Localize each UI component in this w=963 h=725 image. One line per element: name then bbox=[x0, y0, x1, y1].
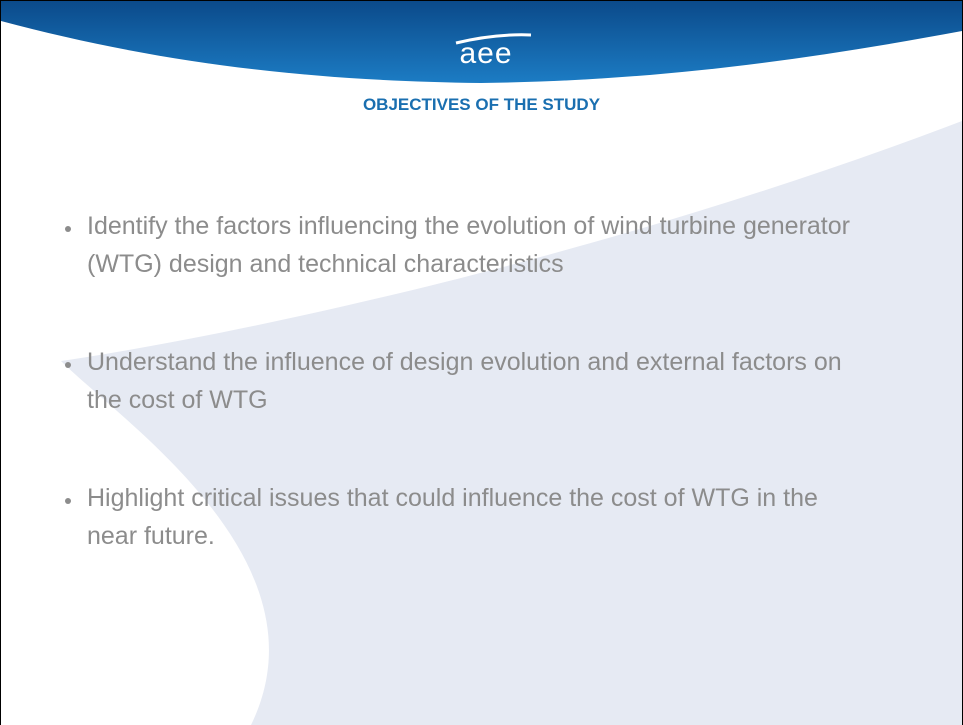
bullet: Identify the factors influencing the evo… bbox=[83, 207, 873, 283]
bullet: Highlight critical issues that could inf… bbox=[83, 479, 873, 555]
bullet-list: Identify the factors influencing the evo… bbox=[59, 207, 873, 615]
bullet: Understand the influence of design evolu… bbox=[83, 343, 873, 419]
logo: aee bbox=[459, 37, 513, 70]
slide-title: OBJECTIVES OF THE STUDY bbox=[362, 95, 601, 114]
header-band bbox=[1, 1, 962, 83]
logo-swoosh bbox=[455, 33, 532, 45]
swoosh bbox=[61, 121, 962, 725]
